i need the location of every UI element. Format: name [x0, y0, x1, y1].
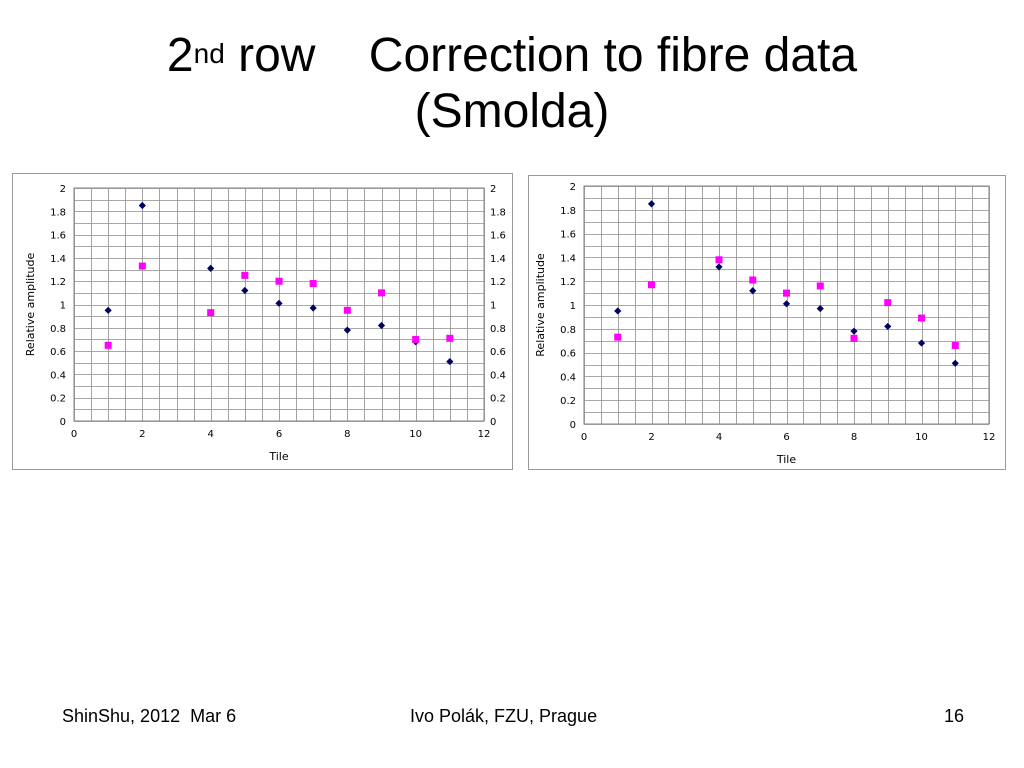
y2-tick-label: 1.2: [490, 277, 506, 288]
y-tick-label: 0.8: [50, 324, 66, 335]
y-tick-label: 1.8: [560, 206, 576, 217]
series-2: [104, 262, 454, 349]
x-tick-label: 12: [478, 429, 491, 440]
y2-tick-label: 1.8: [490, 207, 506, 218]
y2-tick-label: 2: [490, 184, 496, 195]
chart-left-svg: 0 2 4 6 8 10 1200.20.40.60.811.21.41.61.8200.2…: [24, 184, 506, 463]
x-axis-title: Tile: [776, 453, 796, 466]
y-tick-label: 0: [60, 417, 66, 428]
y-tick-label: 0.8: [560, 325, 576, 336]
y-tick-label: 1.2: [560, 277, 576, 288]
y2-tick-label: 1.4: [490, 254, 506, 265]
data-point-square: [715, 256, 723, 264]
data-point-square: [138, 262, 146, 270]
y-tick-label: 0.6: [50, 347, 66, 358]
y-tick-label: 1.6: [560, 230, 576, 241]
data-point-diamond: [309, 304, 317, 312]
y-axis-title: Relative amplitude: [534, 253, 547, 357]
footer-author: Ivo Polák, FZU, Prague: [410, 706, 598, 726]
x-tick-label: 0: [581, 432, 587, 443]
data-point-square: [412, 335, 420, 343]
y-tick-label: 0.4: [50, 370, 66, 381]
x-tick-label: 2: [139, 429, 145, 440]
y-tick-label: 1.4: [50, 254, 66, 265]
data-point-square: [207, 309, 215, 317]
data-point-diamond: [782, 300, 791, 308]
data-point-diamond: [647, 200, 656, 208]
footer-date: ShinShu, 2012 Mar 6: [62, 706, 237, 726]
data-point-square: [648, 281, 655, 289]
x-tick-label: 2: [648, 432, 654, 443]
title-superscript: nd: [193, 38, 225, 69]
x-tick-label: 6: [783, 432, 789, 443]
data-point-square: [951, 341, 959, 349]
data-point-square: [614, 333, 622, 341]
x-axis-title: Tile: [268, 450, 288, 463]
y2-tick-label: 1.6: [490, 231, 506, 242]
x-tick-label: 4: [207, 429, 213, 440]
data-point-square: [446, 334, 454, 342]
data-point-square: [309, 280, 317, 288]
data-point-diamond: [951, 359, 959, 367]
y-tick-label: 2: [60, 184, 66, 195]
y2-tick-label: 0.6: [490, 347, 506, 358]
x-tick-label: 12: [983, 432, 996, 443]
x-tick-label: 8: [851, 432, 857, 443]
title-number: 2: [166, 29, 194, 82]
y-tick-label: 1: [570, 301, 576, 312]
data-point-square: [783, 289, 790, 297]
chart-left: 0 2 4 6 8 10 12 0 0.2 0.4 0.6 0.8 1 1.2 1.4 1.6 1.8 2 0 0.2…: [12, 173, 513, 470]
data-point-diamond: [138, 201, 146, 210]
y-tick-label: 2: [570, 182, 576, 193]
x-tick-label: 10: [915, 432, 928, 443]
data-point-diamond: [715, 263, 723, 271]
data-point-square: [850, 334, 858, 342]
y-tick-label: 0.2: [560, 396, 576, 407]
chart-right: 0 2 4 6 8 10 12 0 0.2 0.4 0.6 0.8 1 1.2 1.4 1.6 1.8 2 Tile…: [528, 175, 1006, 470]
data-point-square: [275, 277, 283, 285]
x-tick-label: 4: [716, 432, 722, 443]
title-text: row Correction to fibre data: [224, 29, 858, 82]
data-point-diamond: [850, 327, 858, 335]
y-tick-label: 1: [60, 301, 66, 312]
data-point-diamond: [614, 307, 622, 315]
x-tick-label: 8: [344, 429, 350, 440]
y-axis-title: Relative amplitude: [24, 253, 37, 357]
data-point-diamond: [816, 304, 824, 313]
y-tick-label: 1.2: [50, 277, 66, 288]
slide-title: 2nd row Correction to fibre data (Smolda…: [0, 28, 1024, 140]
data-point-square: [343, 306, 351, 314]
y2-tick-label: 0.4: [490, 370, 506, 381]
y2-tick-label: 0: [490, 417, 496, 428]
series-2: [614, 256, 959, 349]
data-point-diamond: [104, 306, 112, 314]
y-tick-label: 0: [570, 420, 576, 431]
y-tick-label: 1.6: [50, 231, 66, 242]
y-tick-label: 0.4: [560, 372, 576, 383]
y-tick-label: 1.4: [560, 253, 576, 264]
data-point-square: [749, 276, 757, 284]
y2-tick-label: 0.2: [490, 394, 506, 405]
data-point-square: [104, 341, 112, 349]
x-tick-label: 10: [409, 429, 422, 440]
x-tick-label: 6: [276, 429, 282, 440]
data-point-square: [816, 282, 824, 290]
title-line-1: 2nd row Correction to fibre data: [0, 28, 1024, 84]
y2-tick-label: 1: [490, 301, 496, 312]
title-line-2: (Smolda): [414, 85, 610, 138]
data-point-square: [884, 299, 892, 307]
chart-right-svg: 0 2 4 6 8 10 12 0 0.2 0.4 0.6 0.8 1 1.2 1.4 1.6 1.8 2 Tile…: [534, 182, 996, 466]
data-point-square: [918, 314, 925, 322]
y2-tick-label: 0.8: [490, 324, 506, 335]
y-tick-label: 1.8: [50, 207, 66, 218]
data-point-diamond: [377, 321, 386, 330]
data-point-square: [241, 271, 249, 279]
y-tick-label: 0.6: [560, 349, 576, 360]
data-point-diamond: [343, 326, 351, 334]
x-tick-label: 0: [71, 429, 77, 440]
y-tick-label: 0.2: [50, 394, 66, 405]
footer-slide-number: 16: [944, 706, 965, 726]
data-point-square: [378, 289, 385, 297]
